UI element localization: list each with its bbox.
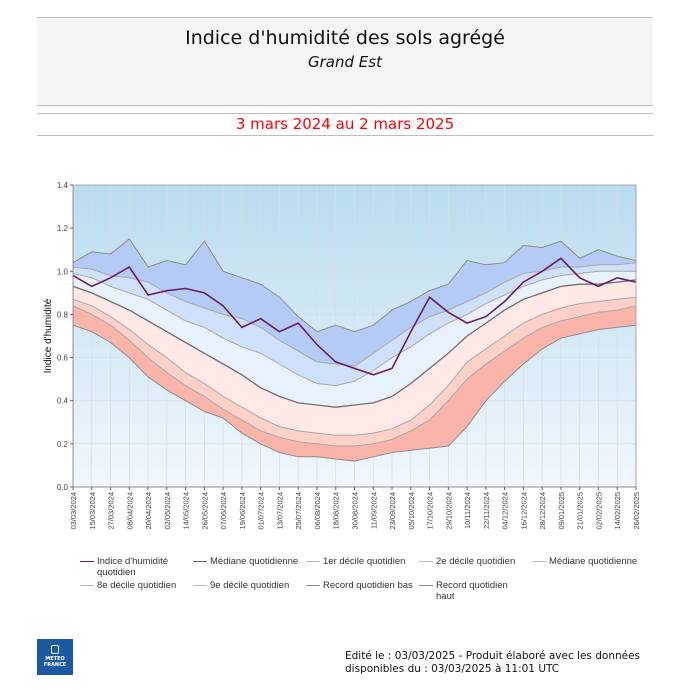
series-line-humidity-index [72, 257, 637, 376]
x-tick-label: 30/08/2024 [351, 492, 360, 530]
x-tick-label: 06/08/2024 [313, 492, 322, 530]
legend-swatch [306, 561, 320, 562]
y-tick-label: 0.0 [57, 483, 69, 492]
legend-label: 2e décile quotidien [436, 556, 516, 567]
legend-item-d1: 1er décile quotidien [306, 556, 405, 567]
legend-label: Indice d'humidité quotidien [97, 556, 168, 578]
band-d1-to-record-low [73, 305, 636, 462]
legend-item-median: Médiane quotidienne [193, 556, 298, 567]
legend-label: Médiane quotidienne [549, 556, 638, 567]
x-tick-label: 29/10/2024 [444, 492, 453, 530]
series-line-d8 [72, 270, 636, 387]
edition-info: Edité le : 03/03/2025 - Produit élaboré … [345, 650, 640, 676]
period-panel: 3 mars 2024 au 2 mars 2025 [37, 113, 653, 136]
band-d8-to-median [73, 271, 636, 408]
x-tick-label: 08/04/2024 [125, 492, 134, 530]
legend-swatch [80, 585, 94, 586]
y-tick-label: 0.4 [57, 397, 69, 406]
legend-label: 8e décile quotidien [97, 580, 177, 591]
legend-swatch [193, 561, 207, 562]
legend-item-d8: 8e décile quotidien [80, 580, 176, 591]
legend-item-median-2: Médiane quotidienne [532, 556, 637, 567]
x-tick-label: 14/02/2025 [613, 492, 622, 530]
legend-label: Record quotidien bas [323, 580, 413, 591]
chart-subtitle: Grand Est [308, 53, 382, 71]
legend-swatch [532, 561, 546, 562]
x-tick-label: 09/01/2025 [557, 492, 566, 530]
x-tick-label: 15/03/2024 [88, 492, 97, 530]
legend-item-humidity-index: Indice d'humidité quotidien [80, 556, 189, 578]
legend-swatch [419, 561, 433, 562]
chart-title: Indice d'humidité des sols agrégé [185, 27, 505, 49]
edition-line-1: Edité le : 03/03/2025 - Produit élaboré … [345, 650, 641, 662]
x-tick-label: 01/07/2024 [257, 492, 266, 530]
y-tick-label: 0.6 [57, 354, 69, 363]
legend-swatch [193, 585, 207, 586]
legend-label: Record quotidien haut [436, 580, 508, 602]
y-axis-label: Indice d'humidité [43, 298, 54, 373]
x-tick-label: 28/12/2024 [538, 492, 547, 530]
x-tick-label: 17/10/2024 [426, 492, 435, 530]
x-tick-label: 14/05/2024 [182, 492, 191, 530]
edition-line-2: disponibles du : 03/03/2025 à 11:01 UTC [345, 663, 560, 675]
x-tick-label: 23/09/2024 [388, 492, 397, 530]
x-tick-label: 16/12/2024 [519, 492, 528, 530]
legend-item-d9: 9e décile quotidien [193, 580, 289, 591]
logo-text-1: METEO [45, 656, 65, 662]
legend-label: 1er décile quotidien [323, 556, 406, 567]
legend-label: Médiane quotidienne [210, 556, 299, 567]
y-tick-label: 0.8 [57, 310, 69, 319]
y-tick-label: 0.2 [57, 440, 69, 449]
series-line-d2 [72, 296, 637, 436]
band-d9-to-d8 [73, 262, 636, 386]
x-tick-label: 05/10/2024 [407, 492, 416, 530]
x-tick-label: 27/03/2024 [107, 492, 116, 530]
band-record-high-to-d9 [73, 238, 636, 367]
meteo-france-logo: METEO FRANCE [37, 639, 73, 675]
series-line-d1 [72, 305, 637, 447]
band-d2-to-d1 [73, 297, 636, 446]
x-tick-label: 20/04/2024 [144, 492, 153, 530]
x-tick-label: 18/08/2024 [332, 492, 341, 530]
legend-label: 9e décile quotidien [210, 580, 290, 591]
x-tick-label: 07/06/2024 [219, 492, 228, 530]
x-tick-label: 02/05/2024 [163, 492, 172, 530]
x-tick-label: 03/03/2024 [69, 492, 78, 530]
x-tick-label: 02/02/2025 [594, 492, 603, 530]
x-tick-label: 26/02/2025 [632, 492, 641, 530]
band-median-to-d2 [73, 279, 636, 436]
y-tick-label: 1.0 [57, 267, 69, 276]
x-tick-label: 26/05/2024 [200, 492, 209, 530]
x-tick-label: 10/11/2024 [463, 492, 472, 529]
x-tick-label: 04/12/2024 [501, 492, 510, 530]
legend-item-d2: 2e décile quotidien [419, 556, 515, 567]
logo-text-2: FRANCE [43, 662, 67, 668]
title-panel: Indice d'humidité des sols agrégé Grand … [37, 17, 653, 106]
series-line-record-low [72, 324, 637, 462]
x-tick-label: 11/09/2024 [369, 492, 378, 529]
legend-swatch [80, 561, 94, 562]
legend-swatch [306, 585, 320, 586]
period-label: 3 mars 2024 au 2 mars 2025 [235, 115, 455, 133]
x-tick-label: 25/07/2024 [294, 492, 303, 530]
x-tick-label: 22/11/2024 [482, 492, 491, 529]
chart: 0.0 0.2 0.4 0.6 0.8 1.0 1.2 1.4 03/03/2024 15/03/… [43, 181, 641, 530]
series-line-record-high [72, 238, 637, 333]
logo-icon [51, 645, 59, 654]
y-tick-label: 1.4 [57, 181, 69, 190]
legend-item-record-high: Record quotidien haut [419, 580, 528, 602]
x-tick-label: 21/01/2025 [576, 492, 585, 530]
x-tick-label: 19/06/2024 [238, 492, 247, 530]
y-tick-label: 1.2 [57, 224, 69, 233]
series-line-median [72, 279, 637, 408]
legend-swatch [419, 585, 433, 586]
legend-item-record-low: Record quotidien bas [306, 580, 413, 591]
x-tick-label: 13/07/2024 [275, 492, 284, 530]
